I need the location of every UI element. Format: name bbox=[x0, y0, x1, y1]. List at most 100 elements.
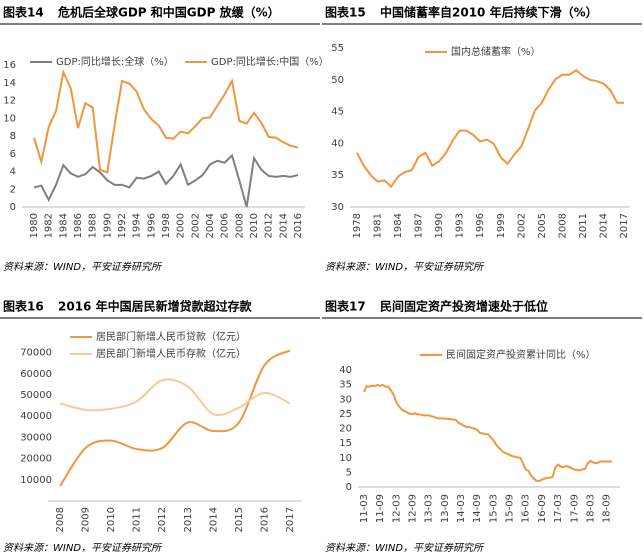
x-tick-label: 2004 bbox=[205, 213, 216, 238]
x-tick-label: 12-09 bbox=[408, 494, 419, 523]
y-tick-label: 50000 bbox=[20, 390, 52, 401]
y-tick-label: 25 bbox=[339, 409, 352, 420]
x-tick-label: 2009 bbox=[81, 507, 92, 532]
x-tick-label: 17-03 bbox=[553, 494, 564, 523]
x-tick-label: 2017 bbox=[619, 213, 630, 238]
x-tick-label: 1984 bbox=[58, 213, 69, 238]
x-tick-label: 2000 bbox=[176, 213, 187, 238]
source-note: 资料来源：WIND，平安证券研究所 bbox=[325, 261, 485, 273]
figure-label: 图表17 bbox=[325, 299, 366, 314]
y-tick-label: 0 bbox=[346, 482, 352, 493]
x-tick-label: 12-03 bbox=[391, 494, 402, 523]
x-tick-label: 1986 bbox=[73, 213, 84, 238]
legend-label: 民间固定资产投资累计同比（%） bbox=[446, 348, 596, 361]
x-tick-label: 1987 bbox=[414, 213, 425, 238]
x-tick-label: 2010 bbox=[106, 507, 117, 532]
legend-label: GDP:同比增长:中国（%） bbox=[211, 55, 329, 68]
y-tick-label: 60000 bbox=[20, 369, 52, 380]
source-note: 资料来源：WIND，平安证券研究所 bbox=[3, 542, 163, 554]
y-tick-label: 6 bbox=[10, 149, 16, 160]
series-line bbox=[33, 153, 299, 208]
x-tick-label: 18-03 bbox=[585, 494, 596, 523]
series-line bbox=[363, 383, 612, 482]
y-tick-label: 20 bbox=[339, 424, 352, 435]
y-tick-label: 5 bbox=[346, 467, 352, 478]
chart-title: 民间固定资产投资增速处于低位 bbox=[380, 299, 548, 314]
x-tick-label: 16-09 bbox=[537, 494, 548, 523]
x-tick-label: 1978 bbox=[352, 213, 363, 238]
x-tick-label: 11-03 bbox=[359, 494, 370, 523]
x-tick-label: 2014 bbox=[208, 507, 219, 532]
x-tick-label: 2008 bbox=[55, 507, 66, 532]
x-tick-label: 2017 bbox=[285, 507, 296, 532]
x-tick-label: 1999 bbox=[496, 213, 507, 238]
y-tick-label: 30000 bbox=[20, 432, 52, 443]
y-tick-label: 14 bbox=[3, 78, 16, 89]
y-tick-label: 45 bbox=[331, 107, 344, 118]
x-tick-label: 1981 bbox=[373, 213, 384, 238]
x-tick-label: 1996 bbox=[475, 213, 486, 238]
x-tick-label: 2016 bbox=[293, 213, 304, 238]
x-tick-label: 13-03 bbox=[424, 494, 435, 523]
figure-label: 图表16 bbox=[3, 299, 44, 314]
x-tick-label: 1990 bbox=[102, 213, 113, 238]
x-tick-label: 14-03 bbox=[456, 494, 467, 523]
y-tick-label: 40 bbox=[331, 138, 344, 149]
x-tick-label: 1982 bbox=[44, 213, 55, 238]
x-tick-label: 2006 bbox=[220, 213, 231, 238]
y-tick-label: 16 bbox=[3, 60, 16, 71]
source-note: 资料来源：WIND，平安证券研究所 bbox=[3, 261, 163, 273]
y-tick-label: 55 bbox=[331, 43, 344, 54]
y-tick-label: 8 bbox=[10, 131, 16, 142]
y-tick-label: 12 bbox=[3, 96, 16, 107]
y-tick-label: 50 bbox=[331, 75, 344, 86]
x-tick-label: 2015 bbox=[234, 507, 245, 532]
y-tick-label: 2 bbox=[10, 184, 16, 195]
y-tick-label: 10 bbox=[339, 453, 352, 464]
x-tick-label: 15-09 bbox=[505, 494, 516, 523]
legend-label: 居民部门新增人民币存款（亿元） bbox=[96, 347, 246, 360]
x-tick-label: 1993 bbox=[455, 213, 466, 238]
source-note: 资料来源：WIND，平安证券研究所 bbox=[325, 542, 485, 554]
x-tick-label: 15-03 bbox=[488, 494, 499, 523]
x-tick-label: 17-09 bbox=[569, 494, 580, 523]
y-tick-label: 30 bbox=[331, 202, 344, 213]
x-tick-label: 1988 bbox=[88, 213, 99, 238]
x-tick-label: 1980 bbox=[29, 213, 40, 238]
x-tick-label: 2002 bbox=[190, 213, 201, 238]
x-tick-label: 2014 bbox=[598, 213, 609, 238]
figure-label: 图表14 bbox=[3, 5, 44, 20]
legend-label: GDP:同比增长:全球（%） bbox=[56, 55, 174, 68]
x-tick-label: 1998 bbox=[161, 213, 172, 238]
y-tick-label: 70000 bbox=[20, 348, 52, 359]
figure-label: 图表15 bbox=[325, 5, 366, 20]
y-tick-label: 30 bbox=[339, 394, 352, 405]
x-tick-label: 2010 bbox=[249, 213, 260, 238]
x-tick-label: 1984 bbox=[393, 213, 404, 238]
y-tick-label: 40 bbox=[339, 365, 352, 376]
y-tick-label: 10 bbox=[3, 113, 16, 124]
x-tick-label: 14-09 bbox=[472, 494, 483, 523]
y-tick-label: 0 bbox=[10, 202, 16, 213]
x-tick-label: 1992 bbox=[117, 213, 128, 238]
x-tick-label: 2011 bbox=[578, 213, 589, 238]
x-tick-label: 2008 bbox=[557, 213, 568, 238]
y-tick-label: 4 bbox=[10, 167, 16, 178]
legend-label: 居民部门新增人民币贷款（亿元） bbox=[96, 330, 246, 343]
series-line bbox=[59, 349, 291, 487]
x-tick-label: 16-03 bbox=[521, 494, 532, 523]
x-tick-label: 2014 bbox=[278, 213, 289, 238]
series-line bbox=[33, 68, 299, 174]
x-tick-label: 2012 bbox=[264, 213, 275, 238]
legend-label: 国内总储蓄率（%） bbox=[451, 45, 541, 58]
x-tick-label: 2008 bbox=[234, 213, 245, 238]
x-tick-label: 2011 bbox=[132, 507, 143, 532]
y-tick-label: 40000 bbox=[20, 411, 52, 422]
x-tick-label: 2005 bbox=[537, 213, 548, 238]
chart-title: 危机后全球GDP 和中国GDP 放缓（%） bbox=[57, 5, 280, 20]
y-tick-label: 10000 bbox=[20, 475, 52, 486]
x-tick-label: 18-09 bbox=[602, 494, 613, 523]
x-tick-label: 1990 bbox=[434, 213, 445, 238]
x-tick-label: 2013 bbox=[183, 507, 194, 532]
